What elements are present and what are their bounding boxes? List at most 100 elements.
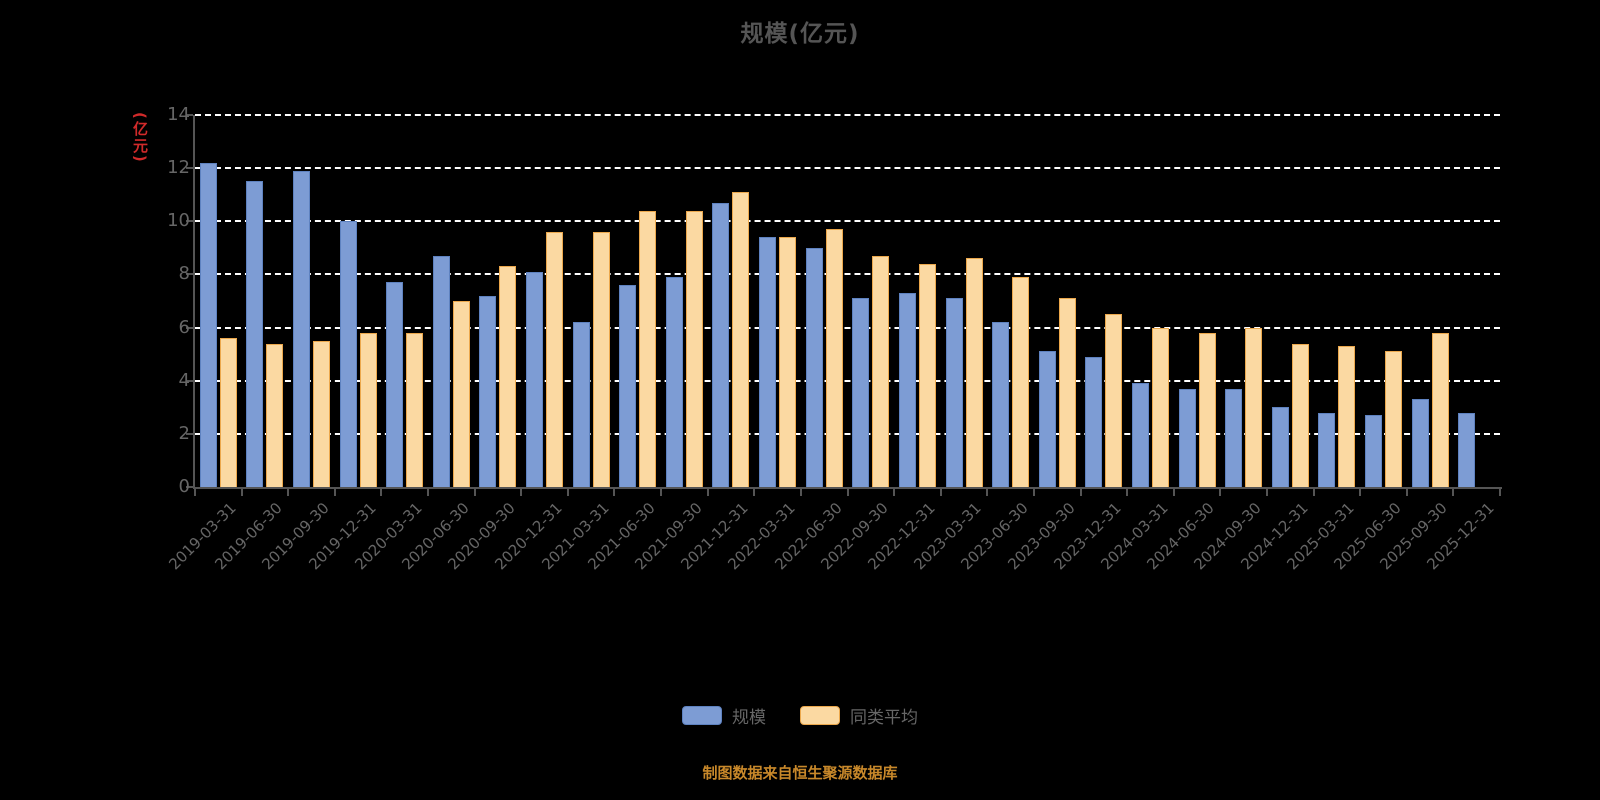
bar-规模-2025-09-30	[1411, 399, 1429, 487]
y-tick-label-4: 4	[178, 369, 190, 391]
legend-label-peer-average: 同类平均	[850, 708, 918, 728]
bar-同类平均-2021-09-30	[685, 211, 703, 487]
x-tick-mark-28	[1499, 489, 1501, 496]
gridline-y-6	[195, 326, 1500, 329]
bar-同类平均-2020-03-31	[406, 333, 424, 487]
bar-规模-2021-06-30	[619, 285, 637, 487]
x-tick-mark-19	[1079, 489, 1082, 496]
x-axis-line	[193, 487, 1502, 489]
bar-规模-2023-06-30	[992, 322, 1010, 487]
legend-label-scale: 规模	[732, 708, 766, 728]
bar-同类平均-2022-06-30	[825, 229, 843, 487]
legend: 规模 同类平均	[0, 703, 1600, 728]
x-tick-mark-18	[1032, 489, 1035, 496]
y-tick-label-0: 0	[178, 476, 190, 497]
bar-同类平均-2024-06-30	[1198, 333, 1216, 487]
bar-同类平均-2023-03-31	[965, 258, 983, 487]
bar-规模-2019-06-30	[246, 181, 264, 487]
y-tick-mark-12	[186, 167, 193, 170]
bar-同类平均-2025-06-30	[1384, 351, 1402, 487]
bar-规模-2022-12-31	[898, 293, 916, 487]
bar-规模-2022-03-31	[759, 237, 777, 487]
x-tick-mark-1	[240, 489, 243, 496]
x-tick-mark-25	[1359, 489, 1362, 496]
x-tick-mark-11	[706, 489, 709, 496]
bar-规模-2022-06-30	[805, 248, 823, 487]
bar-同类平均-2024-09-30	[1245, 328, 1263, 487]
bar-规模-2020-12-31	[526, 272, 544, 487]
bar-同类平均-2024-03-31	[1151, 328, 1169, 487]
bar-同类平均-2021-12-31	[732, 192, 750, 487]
y-tick-mark-8	[186, 273, 193, 276]
gridline-y-2	[195, 432, 1500, 435]
bar-同类平均-2020-09-30	[499, 266, 517, 487]
x-tick-mark-2	[287, 489, 290, 496]
bar-同类平均-2019-12-31	[359, 333, 377, 487]
x-tick-mark-3	[333, 489, 336, 496]
y-axis-unit-label: (亿元)	[131, 112, 149, 164]
x-tick-mark-15	[893, 489, 896, 496]
x-tick-mark-26	[1405, 489, 1408, 496]
x-tick-mark-24	[1312, 489, 1315, 496]
bar-规模-2023-12-31	[1085, 357, 1103, 487]
bar-同类平均-2024-12-31	[1291, 344, 1309, 487]
bar-规模-2024-12-31	[1271, 407, 1289, 487]
bar-同类平均-2021-06-30	[639, 211, 657, 487]
bar-规模-2025-03-31	[1318, 413, 1336, 487]
x-tick-mark-6	[473, 489, 476, 496]
bar-同类平均-2022-12-31	[918, 264, 936, 487]
gridline-y-12	[195, 167, 1500, 170]
bar-规模-2019-09-30	[293, 171, 311, 487]
bar-规模-2021-09-30	[665, 277, 683, 487]
y-tick-label-8: 8	[178, 263, 190, 285]
x-tick-mark-16	[939, 489, 942, 496]
bar-规模-2025-12-31	[1458, 413, 1476, 487]
legend-item-peer-average: 同类平均	[800, 703, 918, 728]
x-tick-mark-5	[427, 489, 430, 496]
y-tick-label-12: 12	[167, 157, 190, 179]
x-tick-mark-14	[846, 489, 849, 496]
y-tick-mark-4	[186, 379, 193, 382]
y-tick-label-10: 10	[167, 210, 190, 232]
bar-规模-2021-12-31	[712, 203, 730, 487]
y-tick-mark-2	[186, 432, 193, 435]
bar-同类平均-2023-12-31	[1105, 314, 1123, 487]
y-tick-mark-14	[186, 114, 193, 116]
x-tick-mark-13	[799, 489, 802, 496]
x-tick-mark-23	[1265, 489, 1268, 496]
bar-同类平均-2020-06-30	[452, 301, 470, 487]
x-tick-mark-17	[986, 489, 989, 496]
bar-规模-2019-03-31	[199, 163, 217, 487]
x-tick-mark-12	[753, 489, 756, 496]
bar-同类平均-2019-03-31	[219, 338, 237, 487]
bar-同类平均-2022-03-31	[779, 237, 797, 487]
y-tick-mark-6	[186, 326, 193, 329]
y-tick-label-2: 2	[178, 422, 190, 444]
y-tick-label-14: 14	[167, 104, 190, 125]
bar-同类平均-2023-06-30	[1012, 277, 1030, 487]
bar-规模-2021-03-31	[572, 322, 590, 487]
bar-规模-2024-03-31	[1131, 383, 1149, 487]
x-tick-mark-9	[613, 489, 616, 496]
gridline-y-8	[195, 273, 1500, 276]
gridline-y-10	[195, 220, 1500, 223]
x-tick-mark-20	[1126, 489, 1129, 496]
x-tick-mark-8	[566, 489, 569, 496]
x-tick-mark-7	[520, 489, 523, 496]
bar-同类平均-2021-03-31	[592, 232, 610, 487]
bar-规模-2020-03-31	[386, 282, 404, 487]
x-tick-mark-10	[660, 489, 663, 496]
y-tick-mark-10	[186, 220, 193, 223]
gridline-y-14	[195, 114, 1500, 116]
y-tick-label-6: 6	[178, 316, 190, 338]
bar-同类平均-2020-12-31	[546, 232, 564, 487]
bar-规模-2019-12-31	[339, 221, 357, 487]
bar-规模-2023-09-30	[1038, 351, 1056, 487]
bar-规模-2023-03-31	[945, 298, 963, 487]
x-tick-mark-4	[380, 489, 383, 496]
bar-规模-2025-06-30	[1364, 415, 1382, 487]
bar-规模-2020-09-30	[479, 296, 497, 487]
y-axis-line	[193, 115, 195, 487]
bar-规模-2020-06-30	[432, 256, 450, 487]
